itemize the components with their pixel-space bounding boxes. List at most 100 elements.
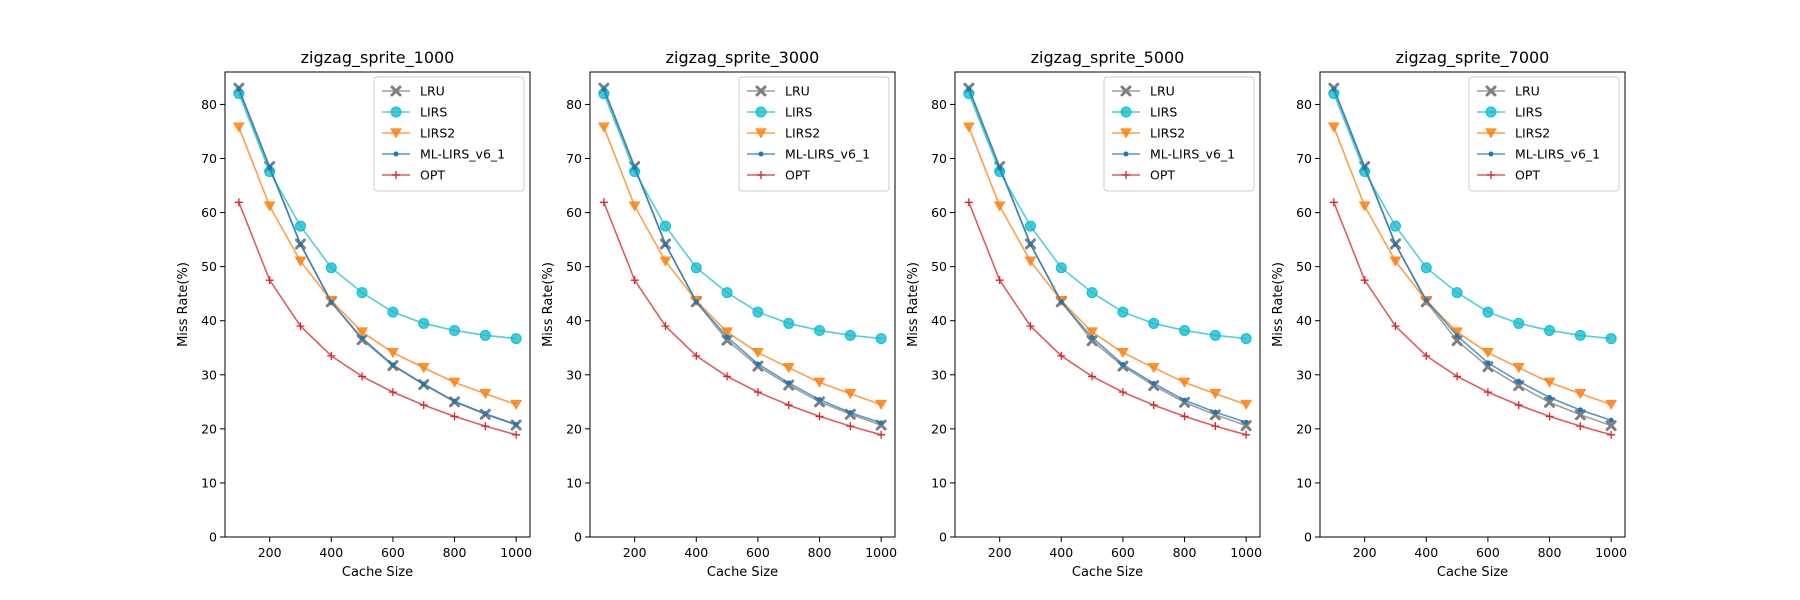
x-axis-label: Cache Size (1437, 565, 1508, 580)
legend-label: ML-LIRS_v6_1 (1150, 147, 1235, 162)
data-point (328, 299, 334, 305)
data-point (297, 241, 303, 247)
data-point (418, 317, 430, 329)
data-point (1058, 299, 1064, 305)
data-point (1329, 198, 1338, 207)
data-point (387, 306, 399, 318)
data-point (234, 198, 243, 207)
data-point (236, 86, 242, 92)
legend-label: OPT (420, 168, 445, 183)
data-point (1027, 241, 1033, 247)
series-ml-lirs-v6-1 (236, 86, 519, 428)
data-point (1422, 351, 1431, 360)
y-tick-label: 10 (1296, 475, 1312, 490)
x-tick-label: 600 (381, 545, 405, 560)
data-point (1362, 165, 1368, 171)
data-point (690, 262, 702, 274)
series-line (1333, 89, 1612, 421)
series-line (1333, 202, 1612, 436)
series-line (238, 89, 517, 426)
y-tick-label: 20 (566, 421, 582, 436)
data-point (263, 201, 276, 212)
data-point (1451, 287, 1463, 299)
data-point (1057, 351, 1066, 360)
data-point (1545, 412, 1554, 421)
y-tick-label: 40 (201, 313, 217, 328)
data-point (659, 220, 671, 232)
y-tick-label: 40 (931, 313, 947, 328)
data-point (721, 287, 733, 299)
legend-marker (390, 106, 402, 118)
data-point (723, 372, 732, 381)
data-point (1608, 417, 1614, 423)
plot-area (1327, 82, 1618, 439)
data-point (417, 363, 430, 374)
data-point (419, 401, 428, 410)
data-point (1512, 363, 1525, 374)
data-point (1088, 372, 1097, 381)
legend-item: OPT (1477, 168, 1540, 183)
data-point (721, 327, 734, 338)
data-point (482, 411, 488, 417)
x-tick-label: 400 (684, 545, 708, 560)
data-point (1574, 409, 1586, 421)
chart-panel: zigzag_sprite_7000 200 400 600 800 1000 0 10 20 3… (1271, 48, 1627, 580)
data-point (1547, 395, 1553, 400)
data-point (1574, 329, 1586, 341)
data-point (510, 399, 523, 410)
data-point (599, 198, 608, 207)
legend-item: LRU (1112, 84, 1175, 99)
y-tick-label: 10 (931, 475, 947, 490)
x-axis-label: Cache Size (707, 565, 778, 580)
data-point (1423, 297, 1429, 303)
data-point (1331, 86, 1337, 92)
legend-label: LRU (785, 84, 810, 99)
data-point (358, 372, 367, 381)
legend-label: OPT (1515, 168, 1540, 183)
data-point (784, 401, 793, 410)
y-axis-label: Miss Rate(%) (1271, 262, 1286, 347)
x-axis-label: Cache Size (1072, 565, 1143, 580)
legend-item: LIRS (1477, 105, 1542, 120)
series-line (238, 93, 517, 340)
legend: LRU LIRS LIRS2 ML-LIRS_v6_1 OPT (1468, 76, 1620, 192)
legend-marker (392, 171, 400, 179)
legend-item: LIRS2 (747, 126, 820, 141)
legend-item: LIRS (382, 105, 447, 120)
data-point (721, 334, 733, 346)
legend-label: LIRS (420, 105, 447, 120)
data-point (786, 380, 792, 386)
data-point (878, 420, 884, 426)
x-tick-label: 200 (258, 545, 282, 560)
legend-item: LIRS (747, 105, 812, 120)
y-tick-label: 80 (566, 97, 582, 112)
y-tick-label: 10 (566, 475, 582, 490)
series-lirs2 (232, 122, 523, 410)
legend-label: LIRS (1515, 105, 1542, 120)
legend: LRU LIRS LIRS2 ML-LIRS_v6_1 OPT (738, 76, 890, 192)
y-tick-label: 30 (566, 367, 582, 382)
data-point (997, 165, 1003, 171)
y-tick-label: 50 (1296, 259, 1312, 274)
y-tick-label: 50 (931, 259, 947, 274)
legend-label: ML-LIRS_v6_1 (420, 147, 505, 162)
x-tick-label: 600 (746, 545, 770, 560)
legend-marker (1120, 106, 1132, 118)
series-opt (234, 198, 521, 439)
y-tick-label: 10 (201, 475, 217, 490)
data-point (752, 306, 764, 318)
x-tick-label: 800 (808, 545, 832, 560)
x-tick-label: 200 (623, 545, 647, 560)
data-point (662, 241, 668, 247)
series-opt (964, 198, 1251, 439)
data-point (1483, 388, 1492, 397)
data-point (294, 256, 307, 267)
series-line (603, 202, 882, 436)
data-point (661, 322, 670, 331)
data-point (1327, 122, 1340, 133)
data-point (481, 422, 490, 431)
data-point (693, 299, 699, 305)
axes-frame (1319, 71, 1626, 538)
data-point (479, 329, 491, 341)
data-point (325, 262, 337, 274)
